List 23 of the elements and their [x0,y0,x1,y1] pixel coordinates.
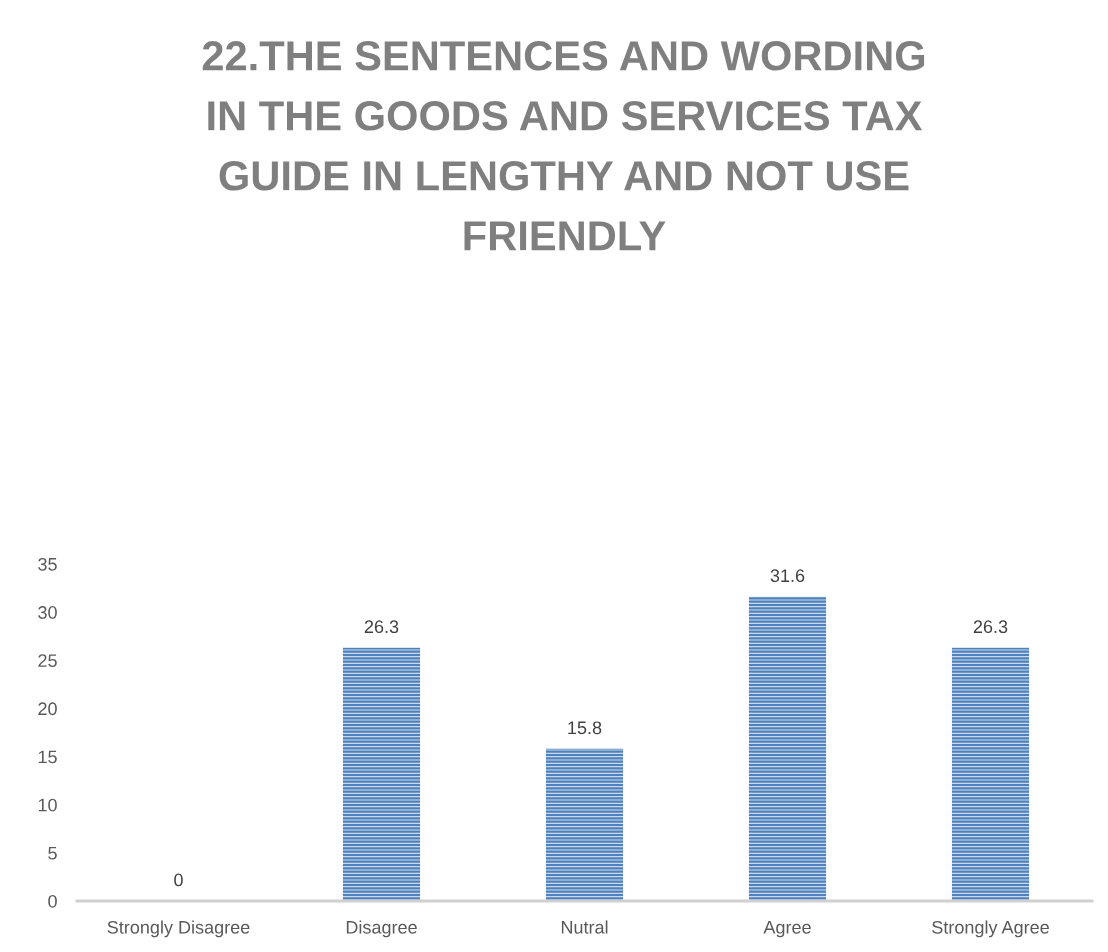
x-tick-label: Strongly Agree [932,920,1049,938]
data-label: 0 [174,873,183,887]
data-label: 31.6 [770,569,805,583]
y-tick-label: 35 [38,557,57,571]
bar [748,596,827,901]
y-tick-label: 0 [48,894,57,908]
y-tick-label: 5 [48,846,57,860]
x-tick-label: Strongly Disagree [107,920,250,938]
y-tick-label: 15 [38,750,57,764]
y-tick-label: 20 [38,702,57,716]
data-label: 26.3 [973,620,1008,634]
x-tick-label: Disagree [346,920,417,938]
x-tick-label: Nutral [561,920,608,934]
bar [951,647,1030,901]
bar [545,748,624,901]
bar [342,647,421,901]
y-tick-label: 10 [38,798,57,812]
chart-title: 22.THE SENTENCES AND WORDING IN THE GOODS AND SERVICES TAX GUIDE IN LENGTHY AND NOT USE FRIENDLY [202,41,925,251]
x-tick-label: Agree [763,921,811,938]
data-label: 15.8 [568,721,602,735]
y-tick-label: 25 [38,654,57,668]
data-label: 26.3 [364,620,399,634]
y-tick-label: 30 [38,606,57,619]
